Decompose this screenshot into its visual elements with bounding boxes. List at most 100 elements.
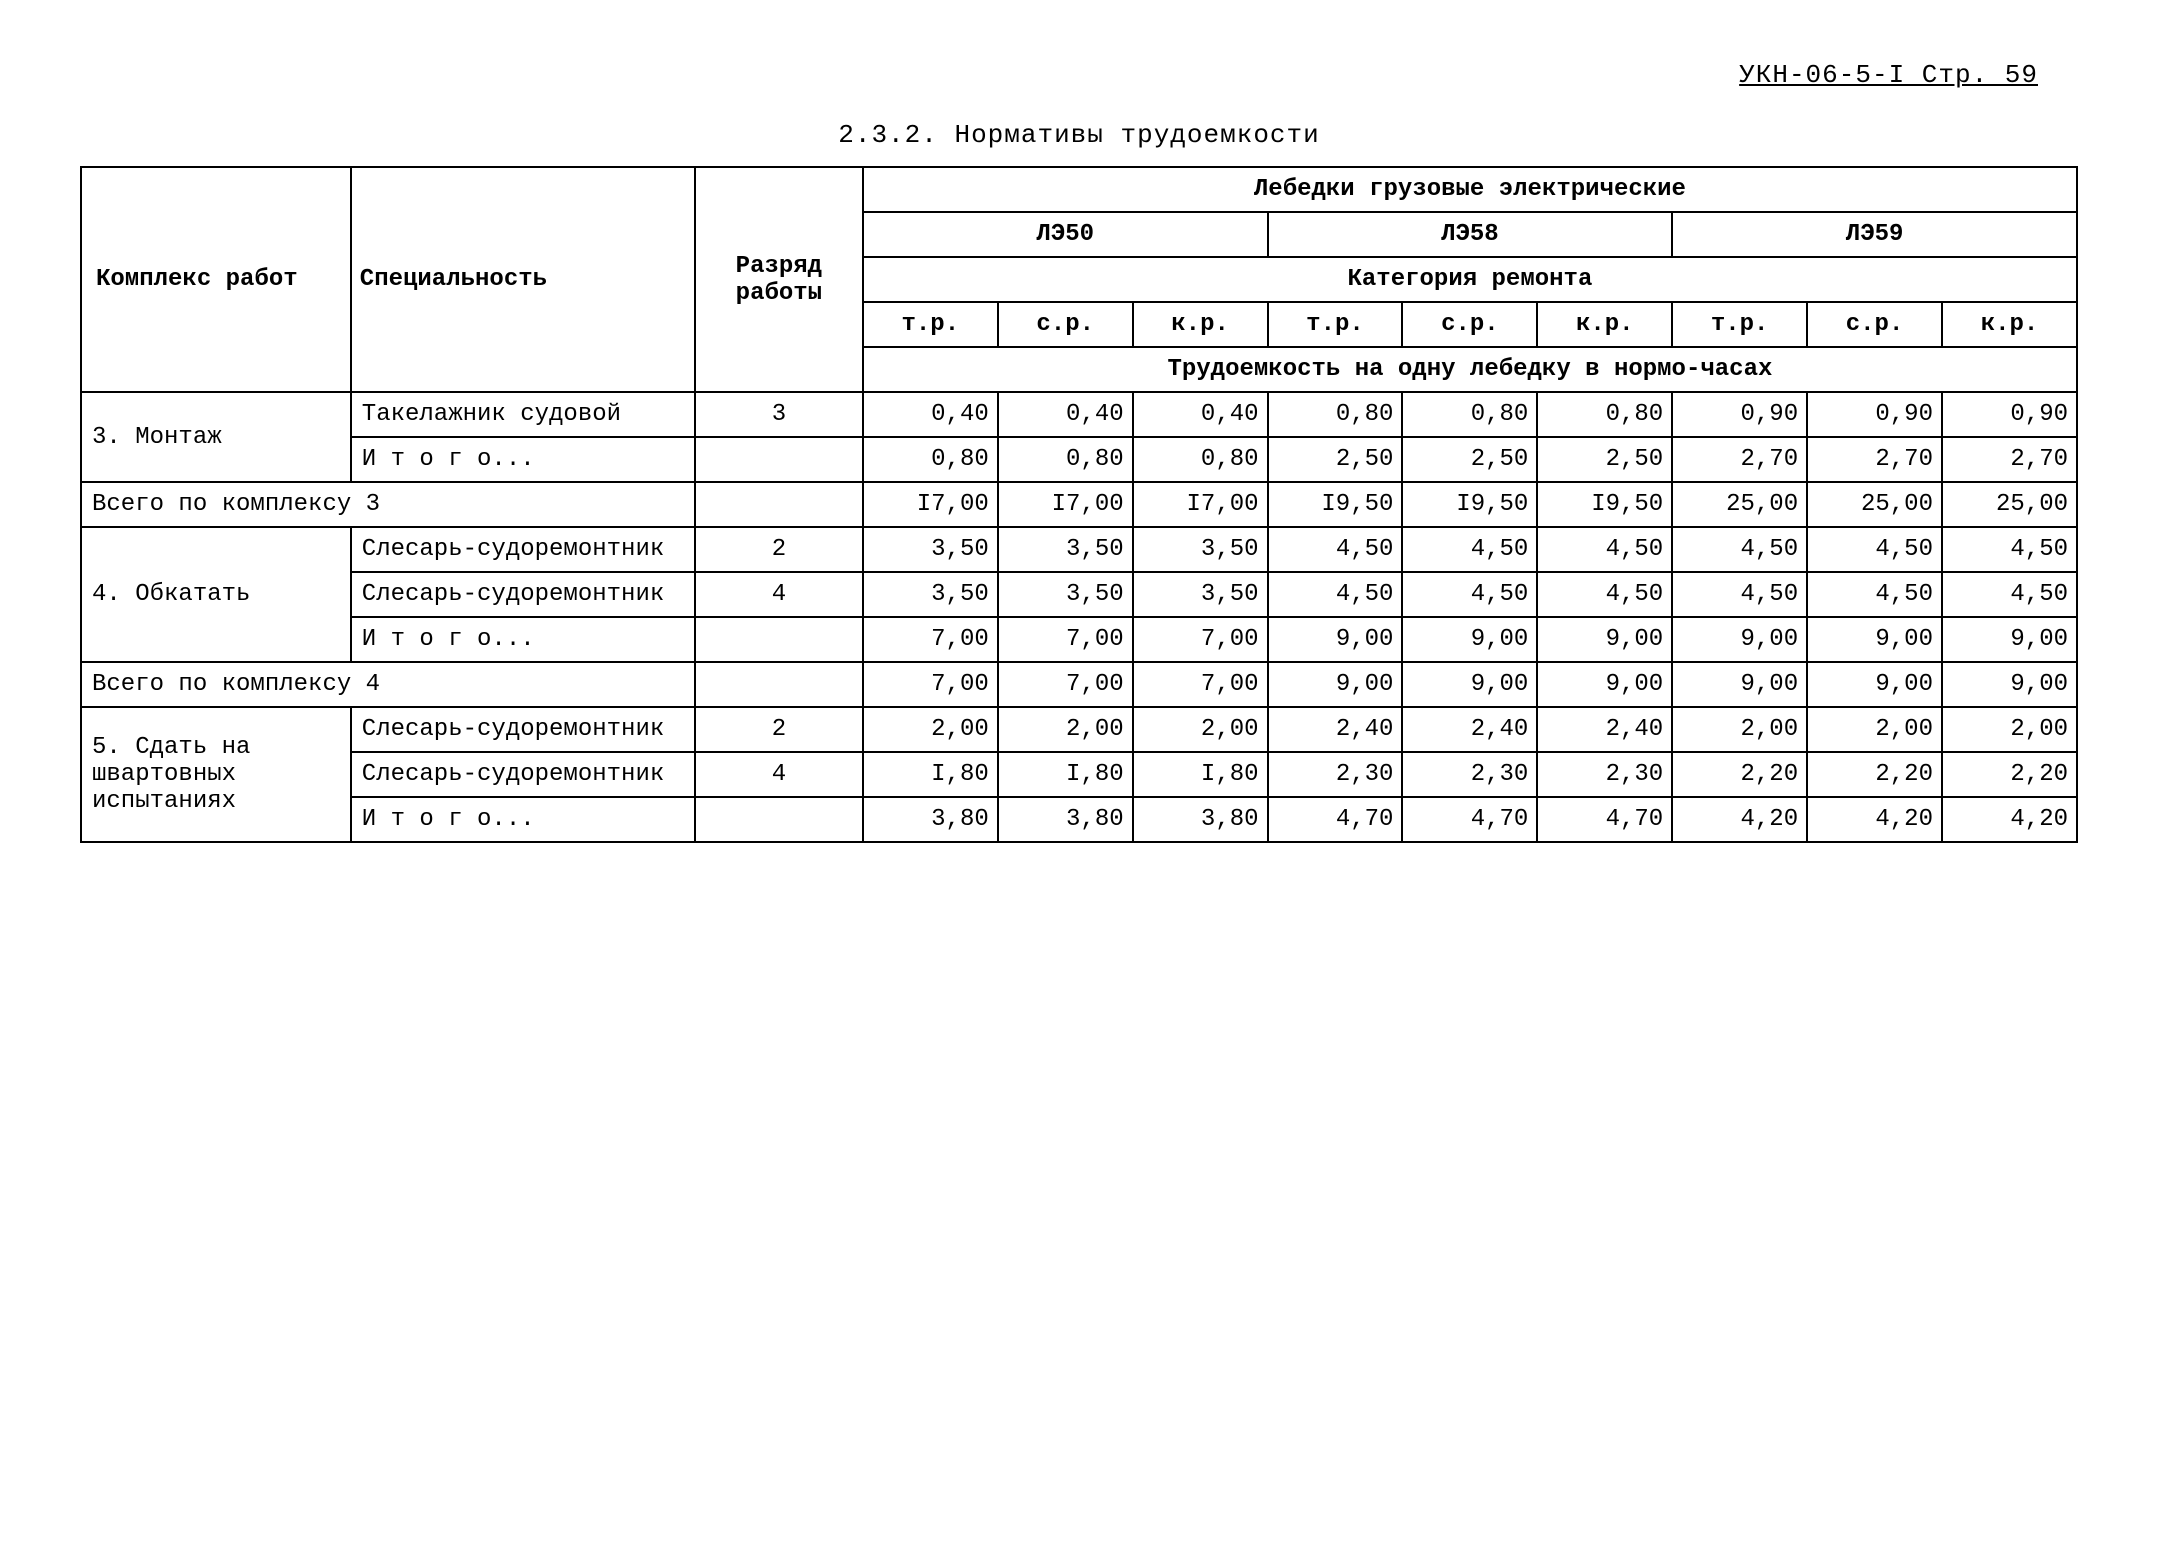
val-cell: I7,00 xyxy=(863,482,998,527)
val-cell: 2,20 xyxy=(1942,752,2077,797)
table-row: И т о г о... 0,80 0,80 0,80 2,50 2,50 2,… xyxy=(81,437,2077,482)
spec-cell: Такелажник судовой xyxy=(351,392,695,437)
table-row: 3. Монтаж Такелажник судовой 3 0,40 0,40… xyxy=(81,392,2077,437)
val-cell: 2,30 xyxy=(1268,752,1403,797)
val-cell: 2,50 xyxy=(1402,437,1537,482)
val-cell: I9,50 xyxy=(1402,482,1537,527)
val-cell: 2,50 xyxy=(1268,437,1403,482)
val-cell: 9,00 xyxy=(1268,662,1403,707)
grade-cell: 4 xyxy=(695,572,863,617)
header-unit: Трудоемкость на одну лебедку в нормо-час… xyxy=(863,347,2077,392)
table-row: И т о г о... 7,00 7,00 7,00 9,00 9,00 9,… xyxy=(81,617,2077,662)
table-row: 4. Обкатать Слесарь-судоремонтник 2 3,50… xyxy=(81,527,2077,572)
val-cell: 3,50 xyxy=(863,572,998,617)
spec-cell: Слесарь-судоремонтник xyxy=(351,572,695,617)
val-cell: 7,00 xyxy=(1133,617,1268,662)
header-grade: Разряд работы xyxy=(695,167,863,392)
val-cell: 7,00 xyxy=(863,662,998,707)
val-cell: 0,80 xyxy=(863,437,998,482)
val-cell: 2,20 xyxy=(1807,752,1942,797)
grade-cell xyxy=(695,797,863,842)
val-cell: 0,80 xyxy=(1537,392,1672,437)
spec-cell: И т о г о... xyxy=(351,437,695,482)
val-cell: 9,00 xyxy=(1807,662,1942,707)
val-cell: 2,00 xyxy=(1133,707,1268,752)
val-cell: 2,40 xyxy=(1268,707,1403,752)
val-cell: 7,00 xyxy=(998,662,1133,707)
grade-cell: 2 xyxy=(695,527,863,572)
total-row: Всего по комплексу 3 I7,00 I7,00 I7,00 I… xyxy=(81,482,2077,527)
val-cell: 0,80 xyxy=(1402,392,1537,437)
grade-cell: 2 xyxy=(695,707,863,752)
val-cell: 2,00 xyxy=(1942,707,2077,752)
val-cell: 0,80 xyxy=(1268,392,1403,437)
val-cell: 2,70 xyxy=(1942,437,2077,482)
header-group: Лебедки грузовые электрические xyxy=(863,167,2077,212)
grade-cell xyxy=(695,437,863,482)
val-cell: 4,50 xyxy=(1402,572,1537,617)
grade-cell: 3 xyxy=(695,392,863,437)
complex-label: 5. Сдать на швартовных испытаниях xyxy=(81,707,351,842)
table-row: 5. Сдать на швартовных испытаниях Слесар… xyxy=(81,707,2077,752)
spec-cell: И т о г о... xyxy=(351,617,695,662)
val-cell: 4,70 xyxy=(1268,797,1403,842)
val-cell: 9,00 xyxy=(1942,662,2077,707)
spec-cell: Слесарь-судоремонтник xyxy=(351,527,695,572)
header-category: Категория ремонта xyxy=(863,257,2077,302)
val-cell: 9,00 xyxy=(1537,617,1672,662)
header-repair-8: к.р. xyxy=(1942,302,2077,347)
table-row: Слесарь-судоремонтник 4 3,50 3,50 3,50 4… xyxy=(81,572,2077,617)
val-cell: 4,50 xyxy=(1672,527,1807,572)
total-label: Всего по комплексу 4 xyxy=(81,662,695,707)
val-cell: 4,50 xyxy=(1537,572,1672,617)
val-cell: 4,50 xyxy=(1942,572,2077,617)
val-cell: 4,20 xyxy=(1807,797,1942,842)
val-cell: I,80 xyxy=(863,752,998,797)
val-cell: 3,50 xyxy=(863,527,998,572)
header-repair-3: т.р. xyxy=(1268,302,1403,347)
val-cell: 4,50 xyxy=(1268,572,1403,617)
val-cell: I9,50 xyxy=(1268,482,1403,527)
val-cell: 9,00 xyxy=(1942,617,2077,662)
val-cell: 2,00 xyxy=(863,707,998,752)
val-cell: 25,00 xyxy=(1807,482,1942,527)
val-cell: 9,00 xyxy=(1537,662,1672,707)
val-cell: 3,50 xyxy=(1133,527,1268,572)
val-cell: 4,50 xyxy=(1268,527,1403,572)
val-cell: 3,80 xyxy=(863,797,998,842)
doc-reference: УКН-06-5-I Стр. 59 xyxy=(80,60,2078,90)
val-cell: 0,80 xyxy=(1133,437,1268,482)
val-cell: 0,80 xyxy=(998,437,1133,482)
val-cell: 0,90 xyxy=(1672,392,1807,437)
val-cell: 3,50 xyxy=(998,527,1133,572)
spec-cell: И т о г о... xyxy=(351,797,695,842)
val-cell: 2,00 xyxy=(998,707,1133,752)
grade-cell xyxy=(695,617,863,662)
val-cell: 9,00 xyxy=(1268,617,1403,662)
val-cell: 9,00 xyxy=(1807,617,1942,662)
table-title: 2.3.2. Нормативы трудоемкости xyxy=(80,120,2078,150)
val-cell: 0,40 xyxy=(863,392,998,437)
val-cell: I9,50 xyxy=(1537,482,1672,527)
val-cell: 3,80 xyxy=(1133,797,1268,842)
val-cell: 2,40 xyxy=(1537,707,1672,752)
header-repair-1: с.р. xyxy=(998,302,1133,347)
val-cell: 4,70 xyxy=(1537,797,1672,842)
val-cell: 4,20 xyxy=(1942,797,2077,842)
val-cell: 7,00 xyxy=(1133,662,1268,707)
table-row: И т о г о... 3,80 3,80 3,80 4,70 4,70 4,… xyxy=(81,797,2077,842)
complex-label: 3. Монтаж xyxy=(81,392,351,482)
header-model-1: ЛЭ58 xyxy=(1268,212,1673,257)
val-cell: 2,40 xyxy=(1402,707,1537,752)
val-cell: 3,50 xyxy=(1133,572,1268,617)
total-label: Всего по комплексу 3 xyxy=(81,482,695,527)
val-cell: 4,50 xyxy=(1942,527,2077,572)
val-cell: 4,50 xyxy=(1672,572,1807,617)
header-model-2: ЛЭ59 xyxy=(1672,212,2077,257)
val-cell: 4,50 xyxy=(1537,527,1672,572)
header-repair-6: т.р. xyxy=(1672,302,1807,347)
val-cell: I7,00 xyxy=(1133,482,1268,527)
val-cell: 2,50 xyxy=(1537,437,1672,482)
header-repair-2: к.р. xyxy=(1133,302,1268,347)
table-row: Слесарь-судоремонтник 4 I,80 I,80 I,80 2… xyxy=(81,752,2077,797)
